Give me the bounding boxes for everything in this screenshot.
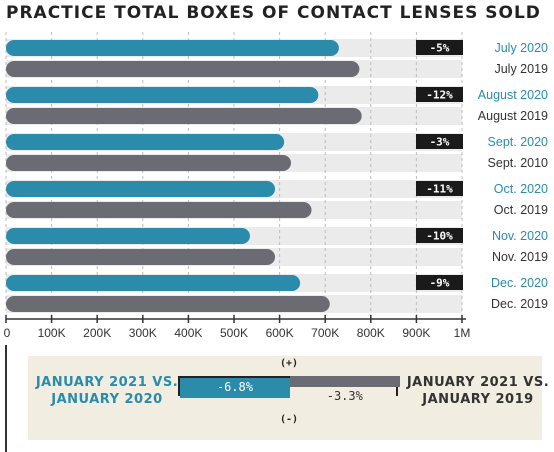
x-tick-label: 0: [4, 326, 11, 340]
plus-label: (+): [280, 358, 299, 369]
label-2020: August 2020: [478, 88, 548, 102]
label-2020: Sept. 2020: [488, 135, 549, 149]
bar-2019: [6, 202, 312, 218]
bar-2020: [6, 228, 250, 244]
change-badge: [416, 228, 463, 243]
change-label: -10%: [426, 230, 453, 243]
change-badge: [416, 40, 463, 55]
change-label: -12%: [426, 89, 453, 102]
summary-right-label: JANUARY 2021 VS. JANUARY 2019: [403, 374, 553, 408]
x-tick-label: 100K: [38, 326, 66, 340]
summary-value-2019: -3.3%: [326, 389, 363, 403]
label-2019: Oct. 2019: [494, 203, 548, 217]
summary-left-line1: JANUARY 2021 VS.: [35, 375, 179, 390]
bars: July 2020 July 2019 -5% August 2020 August 2…: [6, 40, 548, 312]
label-2019: August 2019: [478, 109, 548, 123]
x-tick-label: 500K: [220, 326, 248, 340]
bar-2020: [6, 87, 319, 103]
x-tick-label: 600K: [266, 326, 294, 340]
minus-label: (-): [280, 414, 299, 425]
bar-2020: [6, 134, 285, 150]
bar-2020: [6, 40, 339, 56]
summary-value-2020: -6.8%: [216, 380, 253, 394]
x-tick-label: 800K: [357, 326, 385, 340]
change-badge: [416, 87, 463, 102]
bar-2020: [6, 275, 301, 291]
summary-left-line2: JANUARY 2020: [51, 392, 163, 407]
change-label: -5%: [430, 42, 450, 55]
bar-chart: PRACTICE TOTAL BOXES OF CONTACT LENSES S…: [4, 3, 548, 340]
x-tick-label: 1M: [454, 326, 471, 340]
change-badge: [416, 275, 463, 290]
summary-bar-2020: [179, 378, 290, 398]
bar-2019: [6, 108, 362, 124]
label-2019: Nov. 2019: [492, 250, 548, 264]
label-2019: Sept. 2010: [488, 156, 549, 170]
x-tick-label: 700K: [311, 326, 339, 340]
bar-2020: [6, 181, 276, 197]
left-border: [5, 345, 7, 452]
change-label: -11%: [426, 183, 453, 196]
x-axis: 0 100K 200K 300K 400K 500K 600K 700K 800K 900K 1M: [4, 315, 471, 340]
chart-title: PRACTICE TOTAL BOXES OF CONTACT LENSES S…: [6, 3, 541, 23]
label-2020: Dec. 2020: [491, 276, 548, 290]
x-tick-label: 200K: [83, 326, 111, 340]
label-2019: July 2019: [494, 62, 548, 76]
change-label: -3%: [430, 136, 450, 149]
x-tick-label: 400K: [174, 326, 202, 340]
change-badge: [416, 181, 463, 196]
summary-right-line2: JANUARY 2019: [422, 392, 534, 407]
bar-2019: [6, 61, 360, 77]
x-tick-label: 300K: [129, 326, 157, 340]
summary-left-label: JANUARY 2021 VS. JANUARY 2020: [32, 374, 182, 408]
bar-2019: [6, 155, 291, 171]
summary-right-line1: JANUARY 2021 VS.: [406, 375, 550, 390]
summary-bar-2019: [290, 376, 400, 387]
summary-axis-line: [178, 376, 398, 378]
label-2020: July 2020: [494, 41, 548, 55]
bar-2019: [6, 249, 276, 265]
summary-panel: JANUARY 2021 VS. JANUARY 2020 JANUARY 20…: [28, 356, 549, 440]
change-label: -9%: [430, 277, 450, 290]
summary-left-tick: [178, 376, 180, 396]
bar-2019: [6, 296, 330, 312]
x-tick-label: 900K: [402, 326, 430, 340]
label-2020: Oct. 2020: [494, 182, 548, 196]
change-badge: [416, 134, 463, 149]
label-2019: Dec. 2019: [491, 297, 548, 311]
label-2020: Nov. 2020: [492, 229, 548, 243]
